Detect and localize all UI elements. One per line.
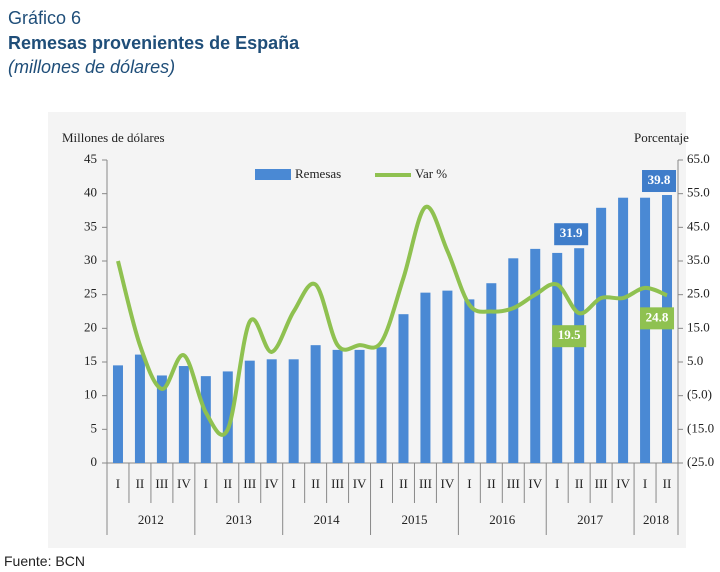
x-tick-label: III xyxy=(595,476,608,491)
x-tick-label: IV xyxy=(353,476,367,491)
kicker: Gráfico 6 xyxy=(8,8,81,28)
x-tick-label: I xyxy=(204,476,208,491)
x-tick-label: II xyxy=(136,476,145,491)
x-tick-label: III xyxy=(331,476,344,491)
bar xyxy=(178,366,189,463)
bar xyxy=(574,248,585,463)
x-tick-label: II xyxy=(311,476,320,491)
bar xyxy=(596,207,607,463)
line xyxy=(116,205,668,437)
bar xyxy=(134,354,145,463)
group-label: 2018 xyxy=(643,512,669,527)
group-label: 2014 xyxy=(314,512,341,527)
group-label: 2017 xyxy=(577,512,604,527)
y-axis-label: Millones de dólares xyxy=(62,130,165,145)
bar xyxy=(552,252,563,463)
source: Fuente: BCN xyxy=(4,553,85,569)
data-label: 24.8 xyxy=(646,309,669,324)
x-tick-label: I xyxy=(467,476,471,491)
x-tick-label: IV xyxy=(265,476,279,491)
bar xyxy=(156,375,167,463)
bar xyxy=(376,347,387,463)
x-tick-label: III xyxy=(155,476,168,491)
bar xyxy=(420,292,431,463)
bar xyxy=(530,248,541,463)
y2-tick-label: 15.0 xyxy=(687,319,710,334)
y2-tick-label: 35.0 xyxy=(687,252,710,267)
bar xyxy=(266,359,277,463)
bar xyxy=(332,349,343,463)
x-tick-label: II xyxy=(223,476,232,491)
y-tick-label: 10 xyxy=(84,387,97,402)
y2-tick-label: 55.0 xyxy=(687,185,710,200)
x-tick-label: I xyxy=(555,476,559,491)
y2-tick-label: 65.0 xyxy=(687,151,710,166)
bar xyxy=(618,197,629,463)
bar xyxy=(222,371,233,463)
data-label: 19.5 xyxy=(558,327,581,342)
y-tick-label: 15 xyxy=(84,353,97,368)
legend-swatch xyxy=(255,169,291,180)
data-label-box xyxy=(554,223,589,246)
group-label: 2012 xyxy=(138,512,164,527)
x-tick-label: II xyxy=(575,476,584,491)
group-label: 2013 xyxy=(226,512,252,527)
data-label-box xyxy=(640,307,675,330)
x-tick-label: I xyxy=(116,476,120,491)
y2-tick-label: (25.0 xyxy=(687,454,714,469)
x-tick-label: I xyxy=(292,476,296,491)
x-tick-label: III xyxy=(243,476,256,491)
x-tick-label: I xyxy=(379,476,383,491)
data-label: 31.9 xyxy=(560,225,583,240)
y-tick-label: 45 xyxy=(84,151,97,166)
bar xyxy=(486,283,497,463)
bar xyxy=(442,290,453,463)
group-label: 2016 xyxy=(489,512,516,527)
bar xyxy=(508,258,519,463)
bar xyxy=(354,349,365,463)
data-label-box xyxy=(642,170,677,193)
x-tick-label: IV xyxy=(177,476,191,491)
x-tick-label: IV xyxy=(616,476,630,491)
x-tick-label: II xyxy=(487,476,496,491)
y2-tick-label: 5.0 xyxy=(687,353,703,368)
x-tick-label: III xyxy=(507,476,520,491)
y-tick-label: 0 xyxy=(91,454,98,469)
x-tick-label: IV xyxy=(528,476,542,491)
legend-label: Var % xyxy=(415,166,447,181)
bar xyxy=(200,376,211,463)
y-tick-label: 40 xyxy=(84,185,97,200)
y-tick-label: 30 xyxy=(84,252,97,267)
x-tick-label: I xyxy=(643,476,647,491)
y-tick-label: 35 xyxy=(84,218,97,233)
bar xyxy=(288,359,299,463)
bar xyxy=(112,365,123,463)
y-tick-label: 25 xyxy=(84,286,97,301)
y2-axis-label: Porcentaje xyxy=(634,130,689,145)
data-label: 39.8 xyxy=(648,172,671,187)
bar xyxy=(464,299,475,463)
bar xyxy=(310,345,321,463)
y2-tick-label: (15.0 xyxy=(687,420,714,435)
x-tick-label: II xyxy=(399,476,408,491)
y2-tick-label: 25.0 xyxy=(687,286,710,301)
title: Remesas provenientes de España xyxy=(8,33,300,53)
bar xyxy=(244,360,255,463)
bar xyxy=(640,197,651,463)
x-tick-label: IV xyxy=(441,476,455,491)
y2-tick-label: (5.0) xyxy=(687,387,712,402)
y-tick-label: 20 xyxy=(84,319,97,334)
group-label: 2015 xyxy=(401,512,427,527)
legend-label: Remesas xyxy=(295,166,341,181)
y-tick-label: 5 xyxy=(91,420,98,435)
x-tick-label: III xyxy=(419,476,432,491)
data-label-box xyxy=(552,325,587,348)
subtitle: (millones de dólares) xyxy=(8,57,175,77)
x-tick-label: II xyxy=(663,476,672,491)
y2-tick-label: 45.0 xyxy=(687,218,710,233)
bar xyxy=(398,314,409,463)
